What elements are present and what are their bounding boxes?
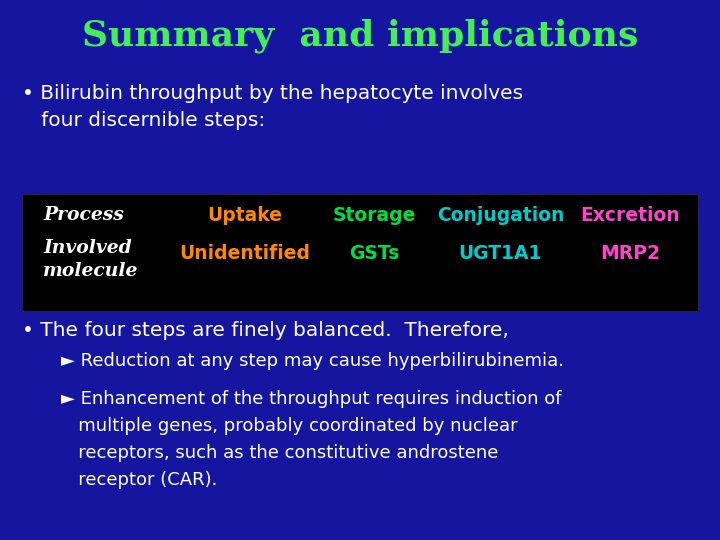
- Text: Summary  and implications: Summary and implications: [82, 19, 638, 53]
- Text: Unidentified: Unidentified: [179, 244, 310, 263]
- Text: Process: Process: [43, 206, 124, 224]
- Text: • The four steps are finely balanced.  Therefore,: • The four steps are finely balanced. Th…: [22, 321, 508, 340]
- Text: Uptake: Uptake: [207, 206, 282, 225]
- Text: UGT1A1: UGT1A1: [459, 244, 542, 263]
- Text: MRP2: MRP2: [600, 244, 660, 263]
- Text: receptor (CAR).: receptor (CAR).: [61, 471, 217, 489]
- Text: Excretion: Excretion: [580, 206, 680, 225]
- Text: multiple genes, probably coordinated by nuclear: multiple genes, probably coordinated by …: [61, 417, 518, 435]
- Text: • Bilirubin throughput by the hepatocyte involves: • Bilirubin throughput by the hepatocyte…: [22, 84, 523, 103]
- Text: ► Reduction at any step may cause hyperbilirubinemia.: ► Reduction at any step may cause hyperb…: [61, 352, 564, 370]
- Text: receptors, such as the constitutive androstene: receptors, such as the constitutive andr…: [61, 444, 498, 462]
- Text: four discernible steps:: four discernible steps:: [22, 111, 265, 130]
- Text: GSTs: GSTs: [349, 244, 400, 263]
- Text: Storage: Storage: [333, 206, 416, 225]
- Text: Involved
molecule: Involved molecule: [43, 239, 138, 280]
- Text: ► Enhancement of the throughput requires induction of: ► Enhancement of the throughput requires…: [61, 390, 562, 408]
- FancyBboxPatch shape: [22, 194, 698, 310]
- Text: Conjugation: Conjugation: [437, 206, 564, 225]
